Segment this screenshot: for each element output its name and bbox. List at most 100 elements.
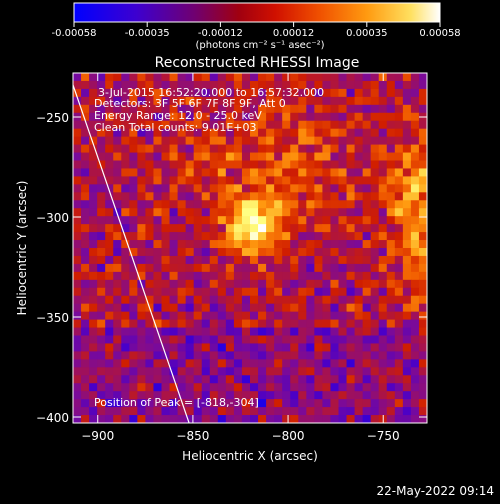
heatmap-cell [370, 311, 380, 321]
heatmap-cell [298, 80, 307, 90]
heatmap-cell [177, 208, 187, 217]
heatmap-cell [73, 176, 82, 185]
heatmap-cell [418, 152, 428, 161]
heatmap-cell [266, 144, 275, 154]
heatmap-cell [378, 359, 388, 368]
heatmap-cell [137, 248, 146, 257]
heatmap-cell [129, 152, 138, 161]
y-tick-label: −300 [36, 211, 69, 225]
heatmap-cell [105, 120, 114, 130]
heatmap-cell [338, 80, 348, 90]
heatmap-cell [209, 311, 219, 321]
heatmap-cell [105, 287, 114, 297]
heatmap-cell [370, 383, 380, 392]
heatmap-cell [209, 383, 219, 392]
heatmap-cell [193, 176, 203, 185]
heatmap-cell [418, 88, 428, 98]
heatmap-cell [266, 232, 275, 241]
heatmap-cell [322, 152, 331, 161]
heatmap-cell [121, 399, 130, 408]
heatmap-cell [322, 104, 331, 114]
heatmap-cell [386, 80, 396, 90]
heatmap-cell [161, 407, 171, 416]
heatmap-cell [282, 168, 291, 177]
heatmap-cell [177, 216, 187, 225]
heatmap-cell [153, 287, 162, 297]
heatmap-cell [402, 327, 412, 336]
heatmap-cell [185, 383, 195, 392]
heatmap-cell [250, 104, 259, 114]
heatmap-cell [386, 263, 396, 273]
heatmap-cell [298, 391, 307, 400]
heatmap-cell [153, 200, 162, 209]
heatmap-cell [209, 351, 219, 360]
heatmap-cell [121, 359, 130, 368]
heatmap-cell [402, 279, 412, 289]
heatmap-cell [145, 271, 154, 281]
heatmap-cell [73, 415, 82, 424]
heatmap-cell [97, 80, 106, 90]
heatmap-cell [161, 383, 171, 392]
heatmap-cell [314, 287, 323, 297]
heatmap-cell [241, 295, 251, 305]
heatmap-cell [346, 311, 356, 321]
heatmap-cell [153, 176, 162, 185]
heatmap-cell [217, 192, 227, 201]
heatmap-cell [161, 192, 171, 201]
heatmap-cell [233, 176, 243, 185]
heatmap-cell [177, 335, 187, 344]
heatmap-cell [402, 104, 412, 114]
heatmap-cell [161, 367, 171, 376]
heatmap-cell [161, 391, 171, 400]
heatmap-cell [394, 279, 404, 289]
heatmap-cell [410, 240, 420, 249]
heatmap-cell [193, 240, 203, 249]
heatmap-cell [241, 311, 251, 321]
heatmap-cell [370, 176, 380, 185]
heatmap-cell [330, 303, 339, 313]
heatmap-cell [153, 295, 162, 305]
x-tick-label: −800 [272, 429, 305, 443]
heatmap-cell [330, 112, 339, 122]
heatmap-cell [306, 343, 315, 352]
heatmap-cell [89, 375, 98, 384]
heatmap-cell [209, 399, 219, 408]
heatmap-cell [362, 176, 372, 185]
heatmap-cell [386, 128, 396, 138]
heatmap-cell [282, 407, 291, 416]
heatmap-cell [89, 248, 98, 257]
heatmap-cell [362, 128, 372, 138]
y-tick-label: −400 [36, 411, 69, 425]
heatmap-cell [370, 367, 380, 376]
heatmap-cell [121, 136, 130, 146]
heatmap-cell [386, 359, 396, 368]
heatmap-cell [201, 144, 211, 154]
heatmap-cell [225, 80, 235, 90]
heatmap-cell [185, 120, 195, 130]
heatmap-cell [233, 200, 243, 209]
heatmap-cell [386, 224, 396, 233]
heatmap-cell [386, 343, 396, 352]
heatmap-cell [161, 144, 171, 154]
heatmap-cell [233, 168, 243, 177]
heatmap-cell [410, 96, 420, 106]
heatmap-cell [330, 271, 339, 281]
heatmap-cell [338, 263, 348, 273]
heatmap-cell [410, 391, 420, 400]
heatmap-cell [378, 399, 388, 408]
heatmap-cell [177, 73, 187, 82]
heatmap-cell [217, 248, 227, 257]
heatmap-cell [185, 295, 195, 305]
heatmap-cell [386, 96, 396, 106]
heatmap-cell [241, 399, 251, 408]
heatmap-cell [418, 128, 428, 138]
heatmap-cell [89, 311, 98, 321]
heatmap-cell [370, 200, 380, 209]
heatmap-cell [322, 407, 331, 416]
heatmap-cell [225, 240, 235, 249]
heatmap-cell [105, 176, 114, 185]
heatmap-cell [217, 263, 227, 273]
heatmap-cell [402, 367, 412, 376]
heatmap-cell [330, 255, 339, 265]
